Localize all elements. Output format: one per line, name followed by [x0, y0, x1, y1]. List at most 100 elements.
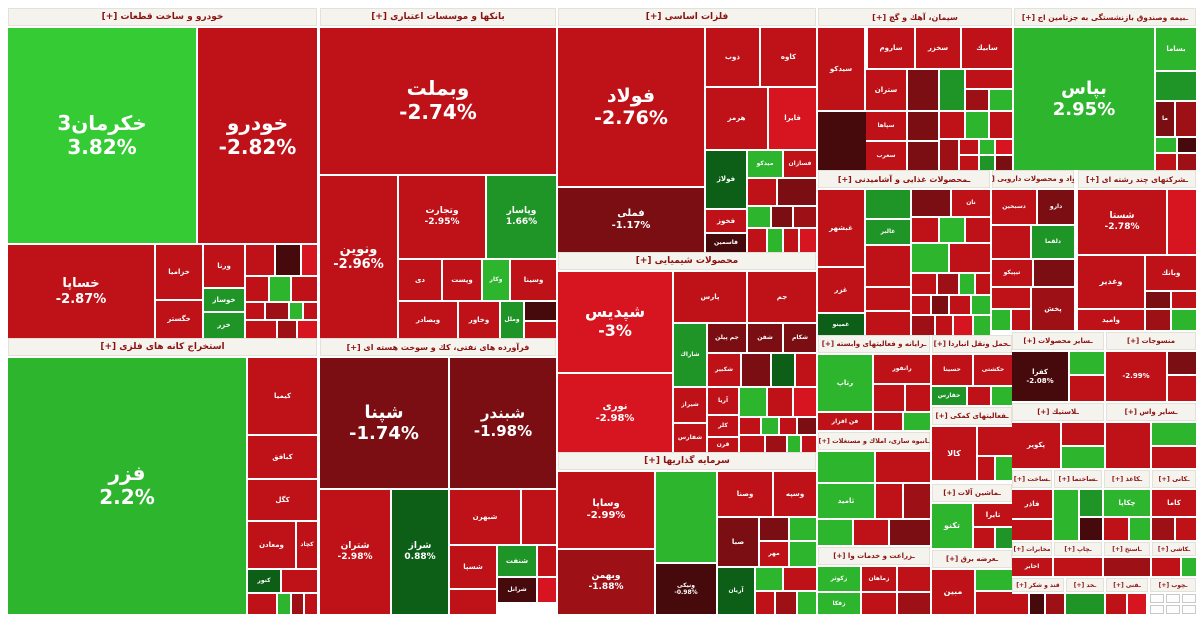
tile-multi-8[interactable]	[1172, 310, 1196, 330]
tile-food-23[interactable]	[912, 316, 934, 335]
tile-pharma-8[interactable]	[992, 310, 1010, 330]
tile-metals-18[interactable]	[784, 229, 798, 252]
tile-cement-7[interactable]	[940, 70, 964, 110]
section-header-it[interactable]: ـرایانه و فعالیتهای وابسته [+]	[818, 335, 930, 353]
tile-finaux-كالا[interactable]: كالا	[932, 427, 976, 480]
tile-food-غالبر[interactable]: غالبر	[866, 220, 910, 244]
tile-banks-12[interactable]	[525, 322, 556, 338]
tile-investments-8[interactable]	[790, 518, 816, 540]
tile-metals-فاسمین[interactable]: فاسمین	[706, 234, 746, 252]
tile-wood-1[interactable]	[1166, 594, 1180, 603]
tile-rubber-1[interactable]	[1062, 423, 1104, 445]
tile-machinery-2[interactable]	[974, 528, 994, 548]
section-header-chemicals[interactable]: محصولات شیمیایی [+]	[558, 252, 816, 270]
tile-auto-9[interactable]	[276, 245, 300, 275]
tile-cement-18[interactable]	[940, 140, 958, 170]
tile-food-25[interactable]	[954, 316, 972, 335]
tile-pharma-9[interactable]	[1012, 310, 1030, 330]
tile-chemicals-نوری[interactable]: نوری -2.98%	[558, 374, 672, 452]
tile-cement-22[interactable]	[960, 156, 978, 170]
tile-cement-20[interactable]	[980, 140, 994, 154]
tile-metals-فولاد[interactable]: فولاد -2.76%	[558, 28, 704, 186]
tile-cement-21[interactable]	[996, 140, 1012, 154]
tile-food-نان[interactable]: نان	[952, 190, 990, 216]
tile-multi-7[interactable]	[1146, 310, 1170, 330]
tile-chemicals-26[interactable]	[788, 436, 800, 452]
tile-cement-17[interactable]	[990, 112, 1012, 138]
tile-realestate-ثامید[interactable]: ثامید	[818, 484, 874, 518]
tile-otherint-0[interactable]	[1106, 423, 1150, 468]
section-header-wood[interactable]: ـچوب [+]	[1150, 578, 1196, 592]
tile-cement-10[interactable]	[990, 90, 1012, 110]
tile-agri-زفكا[interactable]: زفكا	[818, 593, 860, 614]
tile-transport-حسینا[interactable]: حسینا	[932, 355, 972, 385]
tile-food-13[interactable]	[912, 244, 948, 272]
tile-chemicals-جم[interactable]: جم	[748, 272, 816, 322]
tile-construction-0[interactable]	[1054, 490, 1078, 540]
tile-paper-چكاپا[interactable]: چكاپا	[1104, 490, 1150, 516]
tile-pharma-دسبحین[interactable]: دسبحین	[992, 190, 1036, 224]
tile-banks-وبملت[interactable]: وبملت -2.74%	[320, 28, 556, 174]
section-header-realestate[interactable]: ـانبوه سازی، املاك و مستغلات [+]	[818, 432, 930, 450]
tile-auto-12[interactable]	[270, 277, 290, 301]
tile-transport-3[interactable]	[968, 387, 990, 405]
tile-chemicals-شفن[interactable]: شفن	[748, 324, 782, 352]
tile-chemicals-آریا[interactable]: آریا	[708, 388, 738, 414]
tile-mining-ومعادن[interactable]: ومعادن	[248, 522, 295, 568]
tile-food-18[interactable]	[976, 274, 990, 294]
tile-food-16[interactable]	[938, 274, 958, 294]
tile-food-5[interactable]	[866, 246, 910, 286]
tile-chemicals-شیراز[interactable]: شیراز	[674, 388, 706, 422]
section-header-transport[interactable]: ـحمل ونقل انباردا [+]	[932, 335, 1012, 353]
tile-metals-19[interactable]	[800, 229, 816, 252]
tile-chemicals-25[interactable]	[766, 436, 786, 452]
tile-auto-خساپا[interactable]: خساپا -2.87%	[8, 245, 154, 338]
tile-chemicals-19[interactable]	[794, 388, 816, 416]
tile-oil-شنفت[interactable]: شنفت	[498, 546, 536, 576]
tile-chemicals-23[interactable]	[798, 418, 816, 434]
tile-metals-فولاژ[interactable]: فولاژ	[706, 151, 746, 208]
tile-auto-17[interactable]	[304, 303, 317, 319]
tile-pharma-5[interactable]	[1034, 260, 1074, 286]
tile-insurance-7[interactable]	[1156, 154, 1176, 170]
tile-banks-وخاور[interactable]: وخاور	[459, 302, 499, 338]
section-header-print[interactable]: ـچاپ [+]	[1054, 542, 1102, 556]
tile-cement-14[interactable]	[908, 142, 938, 170]
section-header-pharma[interactable]: ـمواد و محصولات دارویی [+]	[992, 170, 1074, 188]
tile-auto-خگستر[interactable]: خگستر	[156, 301, 202, 338]
tile-investments-وصنا[interactable]: وصنا	[718, 472, 772, 516]
tile-pharma-3[interactable]	[992, 226, 1030, 258]
tile-rubber-پكویر[interactable]: پكویر	[1012, 423, 1060, 468]
tile-chemicals-17[interactable]	[740, 388, 766, 416]
tile-food-3[interactable]	[866, 190, 910, 218]
tile-insurance-ما[interactable]: ما	[1156, 102, 1174, 136]
tile-wood-5[interactable]	[1182, 605, 1196, 614]
section-header-rubber[interactable]: ـلاستیك [+]	[1012, 403, 1104, 421]
section-header-auto[interactable]: خودرو و ساخت قطعات [+]	[8, 8, 317, 26]
tile-cement-16[interactable]	[966, 112, 988, 138]
tile-pharma-تیپیكو[interactable]: تیپیكو	[992, 260, 1032, 286]
tile-chemicals-شكام[interactable]: شكام	[784, 324, 816, 352]
tile-cement-سغرب[interactable]: سغرب	[866, 142, 906, 170]
tile-otherprod-كفرا[interactable]: كفرا -2.08%	[1012, 352, 1068, 401]
tile-investments-13[interactable]	[784, 568, 816, 590]
tile-banks-وكار[interactable]: وكار	[483, 260, 509, 300]
tile-food-22[interactable]	[972, 296, 990, 314]
section-header-machinery[interactable]: ـماشین آلات [+]	[932, 484, 1012, 502]
tile-investments-12[interactable]	[756, 568, 782, 590]
tile-realestate-4[interactable]	[904, 484, 930, 518]
tile-print-0[interactable]	[1054, 558, 1102, 576]
tile-auto-خزامیا[interactable]: خزامیا	[156, 245, 202, 299]
tile-machinery-تایرا[interactable]: تایرا	[974, 504, 1012, 526]
tile-cement-سیدكو[interactable]: سیدكو	[818, 28, 864, 110]
tile-investments-2[interactable]	[656, 472, 716, 562]
section-header-metalprod[interactable]: ـساخت [+]	[1012, 470, 1052, 488]
tile-mining-كنور[interactable]: كنور	[248, 570, 280, 592]
tile-cement-ساروم[interactable]: ساروم	[868, 28, 914, 68]
tile-food-8[interactable]	[912, 190, 950, 216]
tile-food-20[interactable]	[932, 296, 948, 314]
tile-otherprod-2[interactable]	[1070, 376, 1104, 401]
tile-textile-0[interactable]: -2.99%	[1106, 352, 1166, 401]
tile-food-26[interactable]	[974, 316, 990, 335]
section-header-otherprod[interactable]: ـسایر محصولات [+]	[1012, 332, 1104, 350]
